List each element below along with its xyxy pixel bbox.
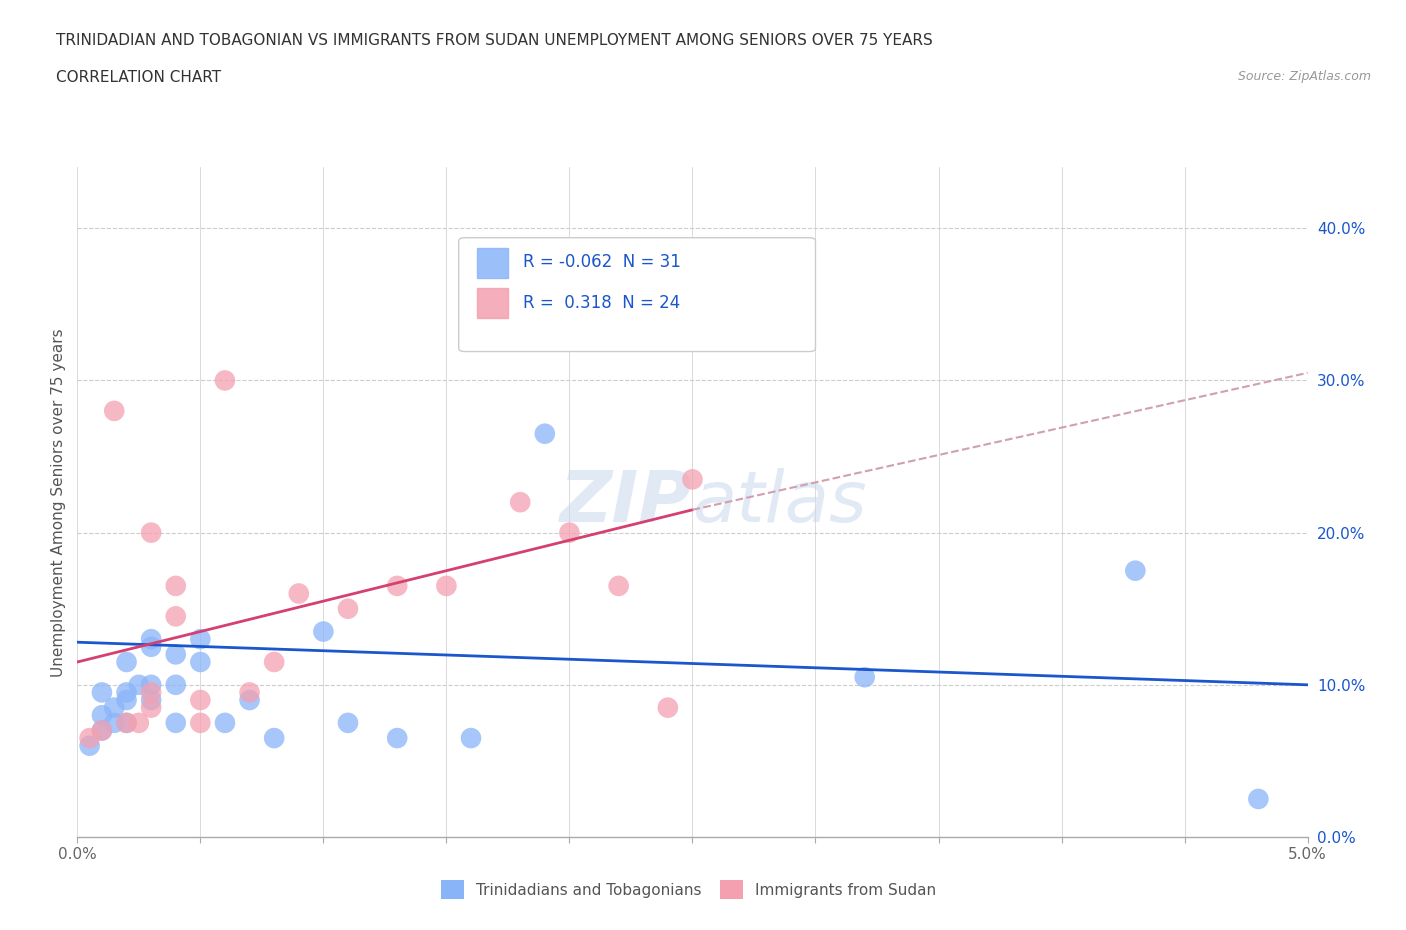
Point xyxy=(460,731,482,746)
Point xyxy=(79,731,101,746)
Point xyxy=(188,631,212,646)
Point xyxy=(115,685,138,700)
Point xyxy=(90,685,114,700)
Point xyxy=(141,631,163,646)
Point xyxy=(188,715,212,730)
Point xyxy=(239,693,262,708)
Point xyxy=(90,708,114,723)
Point xyxy=(165,715,187,730)
FancyBboxPatch shape xyxy=(458,238,815,352)
Point xyxy=(165,677,187,692)
Point xyxy=(103,700,125,715)
Point xyxy=(682,472,704,486)
Point xyxy=(436,578,458,593)
Point xyxy=(853,670,876,684)
Point xyxy=(607,578,630,593)
Point xyxy=(509,495,531,510)
Point xyxy=(165,578,187,593)
Legend: Trinidadians and Tobagonians, Immigrants from Sudan: Trinidadians and Tobagonians, Immigrants… xyxy=(441,881,936,899)
Point xyxy=(1247,791,1270,806)
Point xyxy=(115,715,138,730)
Point xyxy=(263,655,285,670)
Point xyxy=(141,677,163,692)
Point xyxy=(214,373,236,388)
Point xyxy=(115,655,138,670)
Point xyxy=(115,715,138,730)
Point xyxy=(337,715,360,730)
Point xyxy=(79,738,101,753)
Point xyxy=(657,700,679,715)
Text: Source: ZipAtlas.com: Source: ZipAtlas.com xyxy=(1237,70,1371,83)
Point xyxy=(141,693,163,708)
Point xyxy=(141,639,163,654)
Point xyxy=(214,715,236,730)
Point xyxy=(115,693,138,708)
Text: R =  0.318  N = 24: R = 0.318 N = 24 xyxy=(523,294,681,312)
Text: atlas: atlas xyxy=(693,468,868,537)
Text: TRINIDADIAN AND TOBAGONIAN VS IMMIGRANTS FROM SUDAN UNEMPLOYMENT AMONG SENIORS O: TRINIDADIAN AND TOBAGONIAN VS IMMIGRANTS… xyxy=(56,33,934,47)
Point xyxy=(534,426,557,441)
Bar xyxy=(477,247,508,278)
Point xyxy=(558,525,581,540)
Point xyxy=(337,602,360,617)
Point xyxy=(141,525,163,540)
Point xyxy=(165,647,187,662)
Point xyxy=(103,715,125,730)
Point xyxy=(239,685,262,700)
Point xyxy=(128,715,150,730)
Bar xyxy=(477,288,508,318)
Y-axis label: Unemployment Among Seniors over 75 years: Unemployment Among Seniors over 75 years xyxy=(51,328,66,676)
Point xyxy=(188,693,212,708)
Text: ZIP: ZIP xyxy=(560,468,693,537)
Point xyxy=(103,404,125,418)
Point xyxy=(188,655,212,670)
Point xyxy=(90,723,114,737)
Point xyxy=(312,624,335,639)
Point xyxy=(1125,564,1147,578)
Text: CORRELATION CHART: CORRELATION CHART xyxy=(56,70,221,85)
Point xyxy=(90,723,114,737)
Point xyxy=(385,578,409,593)
Point xyxy=(141,685,163,700)
Point xyxy=(288,586,311,601)
Point xyxy=(385,731,409,746)
Point xyxy=(141,700,163,715)
Point xyxy=(263,731,285,746)
Point xyxy=(128,677,150,692)
Point xyxy=(165,609,187,624)
Text: R = -0.062  N = 31: R = -0.062 N = 31 xyxy=(523,254,681,272)
